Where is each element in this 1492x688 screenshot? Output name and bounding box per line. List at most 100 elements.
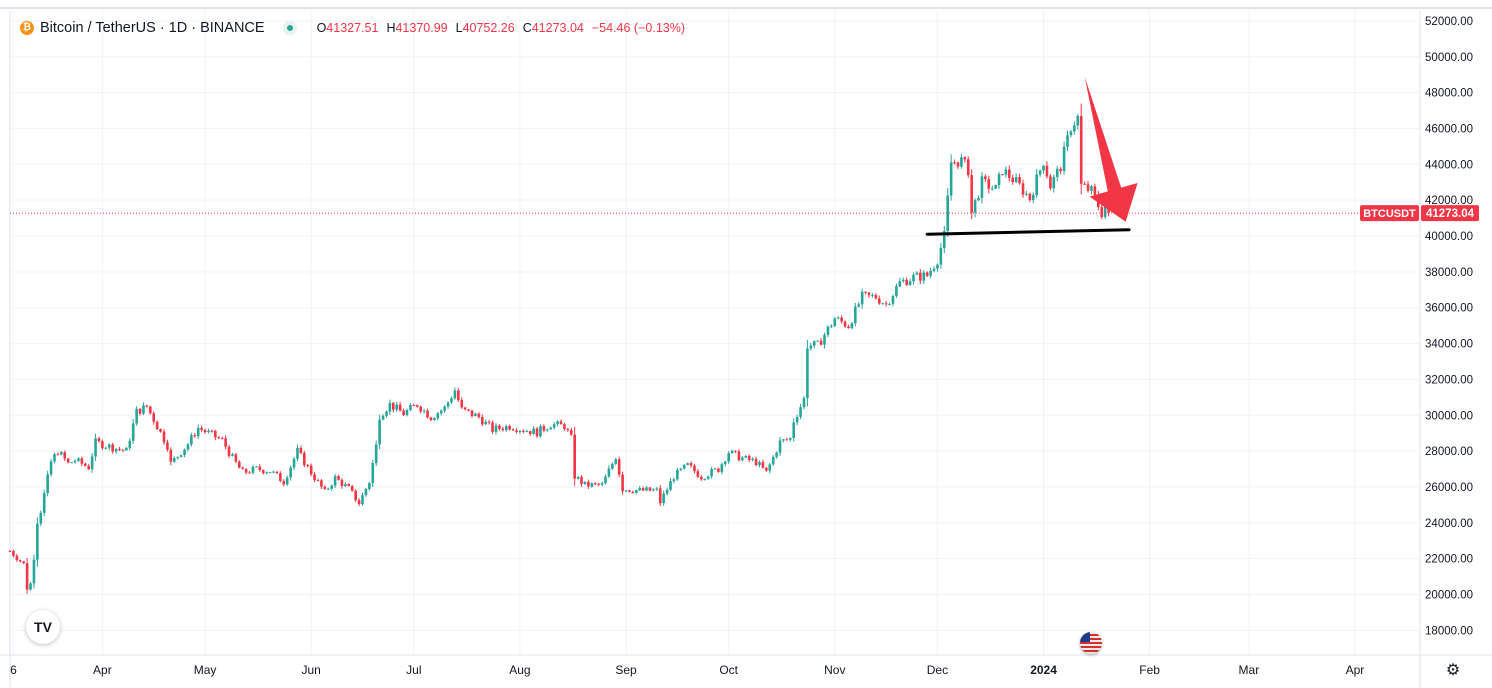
- candle: [217, 435, 221, 440]
- candle: [299, 445, 303, 455]
- candle: [908, 278, 912, 286]
- candle: [214, 429, 217, 441]
- candle: [200, 425, 203, 433]
- support-line[interactable]: [925, 228, 1131, 236]
- y-tick-label: 50000.00: [1425, 52, 1473, 64]
- candle: [665, 487, 669, 496]
- y-tick-label: 36000.00: [1425, 303, 1473, 315]
- candle: [333, 473, 337, 489]
- candle: [925, 271, 929, 278]
- candle: [1018, 173, 1021, 185]
- candle: [49, 458, 53, 477]
- candle: [942, 226, 946, 253]
- symbol-title[interactable]: Bitcoin / TetherUS · 1D · BINANCE: [40, 20, 265, 36]
- symbol-legend[interactable]: ₿ Bitcoin / TetherUS · 1D · BINANCE O413…: [20, 16, 685, 40]
- candle: [833, 316, 837, 328]
- candle: [987, 175, 991, 194]
- candle: [1021, 179, 1025, 198]
- candle: [90, 453, 94, 473]
- candle: [990, 185, 994, 191]
- candle: [624, 489, 628, 493]
- top-divider: [0, 7, 1492, 9]
- y-tick-label: 42000.00: [1425, 195, 1473, 207]
- gear-icon[interactable]: ⚙: [1445, 662, 1461, 679]
- candle: [559, 419, 563, 425]
- candle: [939, 243, 943, 269]
- candle: [114, 448, 118, 454]
- candle: [826, 325, 830, 337]
- x-tick-label: Aug: [509, 663, 530, 677]
- candle: [525, 429, 529, 433]
- candle: [491, 420, 494, 435]
- candle: [460, 397, 464, 409]
- candle: [751, 457, 754, 462]
- candle: [186, 442, 190, 452]
- candle: [836, 316, 840, 320]
- candle: [1045, 161, 1049, 179]
- y-tick-label: 28000.00: [1425, 446, 1473, 458]
- candle: [227, 444, 231, 459]
- candle: [884, 300, 888, 307]
- candle: [693, 463, 696, 474]
- y-tick-label: 46000.00: [1425, 123, 1473, 135]
- candle: [535, 426, 539, 439]
- candle: [768, 462, 772, 474]
- candle: [1049, 174, 1052, 191]
- candle: [374, 440, 378, 467]
- candle: [901, 277, 905, 283]
- candle: [12, 549, 15, 558]
- candle: [977, 195, 980, 202]
- market-status-icon[interactable]: [282, 21, 297, 35]
- y-tick-label: 20000.00: [1425, 590, 1473, 602]
- candle: [15, 553, 19, 562]
- candle: [840, 315, 843, 324]
- candle: [1035, 168, 1038, 199]
- price-tag: BTCUSDT 41273.04: [1360, 205, 1479, 222]
- candle: [166, 439, 169, 452]
- candle: [960, 153, 963, 169]
- candle: [63, 450, 67, 462]
- candle: [77, 457, 80, 462]
- candle: [128, 438, 132, 451]
- x-tick-label: Apr: [1346, 663, 1365, 677]
- candle: [895, 283, 898, 298]
- tradingview-logo[interactable]: TV: [26, 610, 60, 644]
- candle: [600, 481, 604, 487]
- candle: [936, 263, 939, 272]
- candle: [412, 403, 416, 407]
- candle: [621, 471, 624, 495]
- candle: [196, 424, 200, 440]
- candle: [973, 198, 977, 218]
- candle: [953, 159, 956, 165]
- close-value: 41273.04: [531, 21, 584, 35]
- candle: [771, 455, 775, 466]
- y-tick-label: 22000.00: [1425, 554, 1473, 566]
- candle: [915, 271, 919, 276]
- candle: [87, 463, 91, 471]
- low-label: L: [455, 21, 463, 35]
- candle: [395, 402, 399, 413]
- candle: [39, 510, 43, 527]
- candle: [361, 492, 364, 506]
- us-flag-icon[interactable]: [1080, 632, 1102, 654]
- candle: [1069, 129, 1073, 138]
- candle: [1008, 165, 1011, 182]
- close-label: C: [522, 21, 532, 35]
- candle: [241, 466, 245, 470]
- candle: [313, 471, 316, 483]
- candle: [409, 403, 412, 412]
- candle: [340, 478, 344, 489]
- candle: [378, 414, 381, 450]
- down-arrow[interactable]: [1084, 76, 1138, 222]
- candle: [316, 478, 320, 482]
- low-value: 40752.26: [462, 21, 515, 35]
- candle: [611, 462, 614, 471]
- candle: [371, 459, 375, 488]
- candle: [392, 401, 395, 413]
- candle: [734, 450, 737, 454]
- candle: [532, 426, 535, 435]
- candle: [501, 427, 505, 432]
- y-tick-label: 40000.00: [1425, 231, 1473, 243]
- candle: [142, 402, 145, 416]
